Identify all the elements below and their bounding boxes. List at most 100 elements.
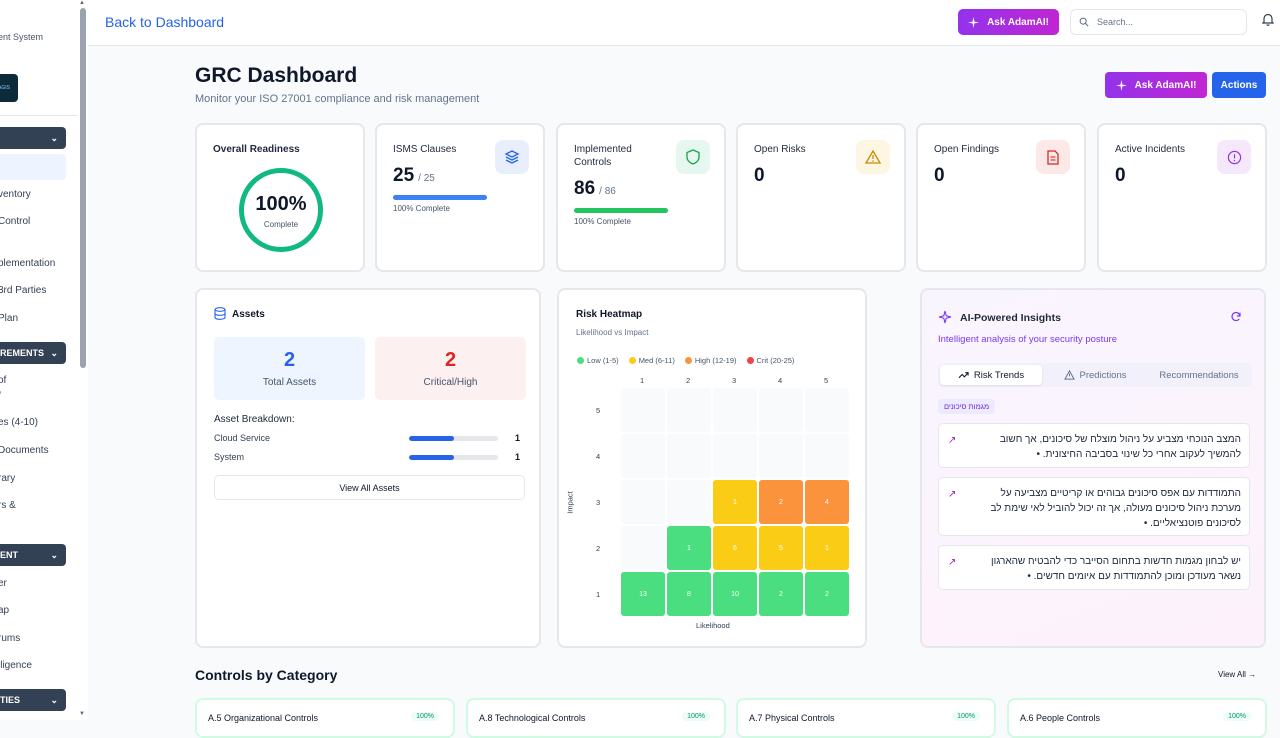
control-category-name: A.5 Organizational Controls [208, 713, 319, 723]
sidebar-item[interactable]: er [0, 578, 7, 589]
sidebar-item[interactable]: plementation [0, 258, 56, 269]
heatmap-cell[interactable]: 2 [805, 572, 849, 616]
readiness-ring: 100% Complete [239, 168, 323, 252]
sidebar-section-label: ENT [0, 550, 18, 560]
sidebar-item[interactable]: of [0, 375, 7, 386]
heatmap-empty-cell [667, 388, 711, 432]
refresh-icon[interactable] [1230, 311, 1242, 323]
overall-readiness-card[interactable]: Overall Readiness 100% Complete [195, 123, 365, 272]
trending-up-icon [958, 372, 969, 379]
heatmap-empty-cell [667, 434, 711, 478]
sidebar-item[interactable]: Documents [0, 445, 49, 456]
heatmap-cell[interactable]: 1 [713, 480, 757, 524]
chevron-down-icon: ⌄ [50, 132, 58, 143]
stat-value: 0 [1115, 165, 1126, 186]
heatmap-cell[interactable]: 8 [667, 572, 711, 616]
sidebar: ent System AGIS ⌄ ventory Control plemen… [0, 0, 88, 720]
sidebar-section-toggle[interactable]: ⌄ [0, 127, 66, 149]
heatmap-cell[interactable]: 1 [667, 526, 711, 570]
sidebar-item[interactable]: ap [0, 605, 10, 616]
stat-title: Active Incidents [1115, 144, 1186, 155]
legend-item: Crit (20-25) [746, 356, 794, 365]
heatmap-cell[interactable]: 2 [759, 480, 803, 524]
tab-predictions[interactable]: Predictions [1044, 365, 1146, 385]
x-axis-label: Likelihood [696, 621, 730, 630]
active-incidents-card[interactable]: Active Incidents 0 [1097, 123, 1267, 272]
heatmap-cell[interactable]: 5 [759, 526, 803, 570]
tab-risk-trends[interactable]: Risk Trends [940, 365, 1042, 385]
back-to-dashboard-link[interactable]: Back to Dashboard [105, 14, 225, 30]
isms-clauses-card[interactable]: ISMS Clauses 25/ 25 100% Complete [375, 123, 545, 272]
document-icon [1036, 140, 1070, 174]
sidebar-item[interactable]: Control [0, 216, 31, 227]
total-assets-tile[interactable]: 2 Total Assets [214, 337, 365, 400]
progress-fill [393, 195, 487, 200]
open-findings-card[interactable]: Open Findings 0 [916, 123, 1086, 272]
legend-label: High (12-19) [694, 356, 737, 365]
sidebar-item[interactable]: rs & [0, 500, 16, 511]
sidebar-subtitle: ent System [0, 32, 44, 42]
sparkle-icon [1115, 79, 1127, 91]
category-badge: מגמות סיכונים [938, 399, 996, 414]
sidebar-section-management[interactable]: ENT ⌄ [0, 544, 66, 566]
sidebar-item[interactable]: ventory [0, 189, 31, 200]
legend-item: Med (6-11) [628, 356, 675, 365]
critical-assets-tile[interactable]: 2 Critical/High [375, 337, 526, 400]
sidebar-section-requirements[interactable]: REMENTS ⌄ [0, 342, 66, 364]
sidebar-item[interactable]: / [0, 391, 1, 402]
actions-button[interactable]: Actions [1212, 72, 1266, 98]
tab-recommendations[interactable]: Recommendations [1148, 365, 1250, 385]
sidebar-item[interactable]: rary [0, 473, 16, 484]
stat-total: / 25 [418, 173, 435, 184]
stat-title: Open Risks [754, 144, 806, 155]
insight-text: התמודדות עם אפס סיכונים גבוהים או קריטיי… [990, 488, 1241, 529]
heatmap-cell[interactable]: 13 [621, 572, 665, 616]
heatmap-empty-cell [621, 480, 665, 524]
asset-bar-fill [409, 436, 454, 441]
scroll-up-icon[interactable]: ▲ [79, 0, 85, 6]
logo[interactable]: AGIS [0, 74, 18, 102]
critical-assets-value: 2 [444, 349, 457, 371]
total-assets-value: 2 [283, 349, 296, 371]
sparkle-icon [968, 16, 980, 28]
ask-ai-label: Ask AdamAI! [1134, 79, 1197, 91]
control-category-card[interactable]: A.5 Organizational Controls 100% [195, 698, 455, 738]
search-input[interactable]: Search... [1070, 9, 1247, 35]
stat-title: Implemented Controls [574, 144, 632, 168]
control-category-percent: 100% [411, 712, 439, 721]
sidebar-section-label: REMENTS [0, 348, 45, 358]
heatmap-cell[interactable]: 4 [805, 480, 849, 524]
view-all-controls-link[interactable]: View All → [1218, 670, 1257, 679]
ask-ai-button[interactable]: Ask AdamAI! [958, 9, 1059, 35]
control-category-card[interactable]: A.7 Physical Controls 100% [736, 698, 996, 738]
sidebar-item[interactable]: 3rd Parties [0, 285, 47, 296]
sidebar-section-third-parties[interactable]: TIES ⌄ [0, 689, 66, 711]
legend-label: Low (1-5) [587, 356, 619, 365]
x-tick-label: 5 [824, 376, 829, 385]
ask-ai-button[interactable]: Ask AdamAI! [1105, 72, 1207, 98]
view-all-assets-button[interactable]: View All Assets [214, 475, 525, 500]
progress-bar [393, 195, 487, 200]
sidebar-item[interactable]: es (4-10) [0, 417, 39, 428]
readiness-value: 100% [255, 193, 307, 215]
control-category-card[interactable]: A.6 People Controls 100% [1007, 698, 1267, 738]
heatmap-cell[interactable]: 2 [759, 572, 803, 616]
open-risks-card[interactable]: Open Risks 0 [736, 123, 906, 272]
heatmap-cell[interactable]: 1 [805, 526, 849, 570]
sidebar-item[interactable]: Plan [0, 313, 19, 324]
bell-icon[interactable] [1261, 13, 1275, 29]
heatmap-cell[interactable]: 10 [713, 572, 757, 616]
scroll-down-icon[interactable]: ▼ [79, 711, 85, 717]
sidebar-item[interactable]: rums [0, 633, 21, 644]
shield-icon [676, 140, 710, 174]
chevron-down-icon: ⌄ [50, 549, 58, 560]
implemented-controls-card[interactable]: Implemented Controls 86/ 86 100% Complet… [556, 123, 726, 272]
asset-bar-fill [409, 455, 454, 460]
sidebar-item[interactable]: lligence [0, 660, 32, 671]
heatmap-cell[interactable]: 6 [713, 526, 757, 570]
sidebar-item-active[interactable] [0, 154, 66, 180]
control-category-card[interactable]: A.8 Technological Controls 100% [466, 698, 726, 738]
scrollbar-thumb[interactable] [80, 8, 86, 368]
trending-up-icon: ↗ [948, 435, 957, 446]
asset-type-bar [409, 455, 498, 460]
